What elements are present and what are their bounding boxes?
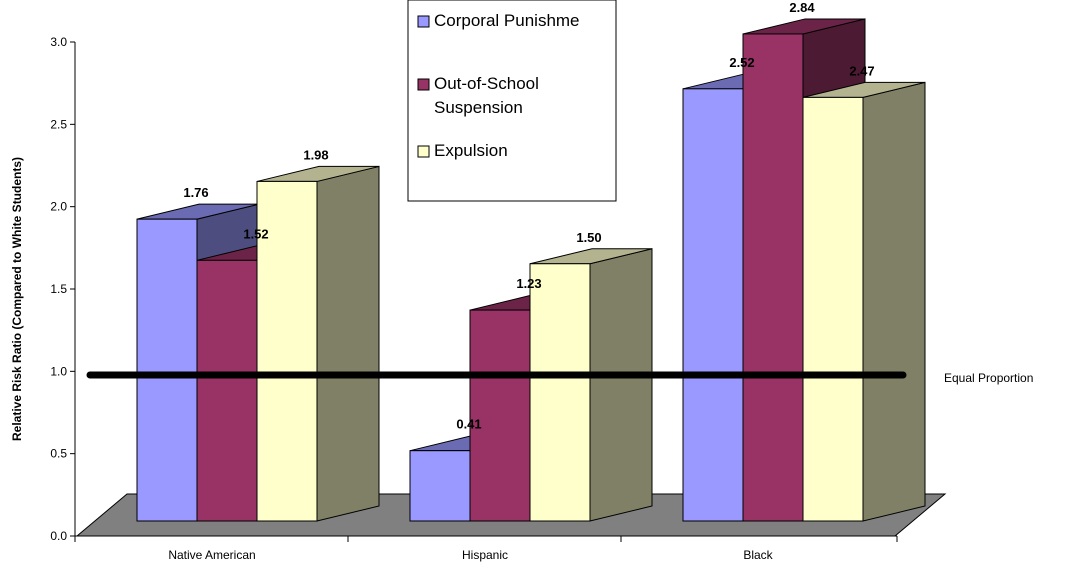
legend-box <box>407 0 617 202</box>
legend-entry: Corporal Punishme <box>417 11 580 30</box>
legend-label: Corporal Punishme <box>434 11 580 30</box>
bars <box>136 18 926 522</box>
bar-front-face <box>802 96 864 522</box>
reference-line-label: Equal Proportion <box>944 371 1033 385</box>
bar-side-face <box>316 165 380 522</box>
category-label: Native American <box>168 548 255 562</box>
value-label: 2.47 <box>849 63 874 78</box>
bar-front-face <box>196 259 258 522</box>
bar-front-face <box>136 218 198 522</box>
value-label: 1.98 <box>303 147 328 162</box>
bar-front-face <box>529 263 591 522</box>
legend-entry: Out-of-School Suspension <box>417 74 539 117</box>
bar-front-face <box>682 88 744 522</box>
value-label: 2.52 <box>729 55 754 70</box>
legend-label: Out-of-School <box>434 74 539 93</box>
y-tick-label: 2.0 <box>50 200 67 214</box>
bar-front-face <box>256 180 318 522</box>
bar-side-face <box>862 81 926 522</box>
legend-swatch <box>417 145 430 158</box>
value-label: 1.52 <box>243 226 268 241</box>
legend-label: Suspension <box>434 98 523 117</box>
legend: Corporal Punishme Out-of-School Suspension… <box>407 0 617 202</box>
y-tick-label: 0.0 <box>50 529 67 543</box>
reference-line-group: Equal Proportion <box>86 371 1033 385</box>
legend-label: Expulsion <box>434 141 508 160</box>
value-label: 1.23 <box>516 276 541 291</box>
category-label: Hispanic <box>462 548 508 562</box>
axes: 0.0 0.5 1.0 1.5 2.0 2.5 3.0 Relative Risk Ratio… <box>10 35 898 562</box>
y-axis-title: Relative Risk Ratio (Compared to White S… <box>10 157 24 441</box>
category-label: Black <box>743 548 773 562</box>
y-tick-label: 2.5 <box>50 117 67 131</box>
value-label: 1.50 <box>576 230 601 245</box>
y-tick-label: 1.5 <box>50 282 67 296</box>
value-label: 0.41 <box>456 417 481 432</box>
bar <box>256 165 380 522</box>
bar <box>802 81 926 522</box>
y-tick-label: 0.5 <box>50 447 67 461</box>
y-tick-label: 1.0 <box>50 364 67 378</box>
value-labels: 1.76 1.52 1.98 0.41 1.23 1.50 2.52 2.84 2.47 <box>183 0 874 432</box>
bar-front-face <box>409 450 471 522</box>
value-label: 2.84 <box>789 0 815 15</box>
bar-front-face <box>742 33 804 522</box>
bar <box>529 248 653 522</box>
legend-swatch <box>417 78 430 91</box>
bar-side-face <box>589 248 653 522</box>
value-label: 1.76 <box>183 185 208 200</box>
bar-front-face <box>469 309 531 522</box>
legend-swatch <box>417 15 430 28</box>
legend-entry: Expulsion <box>417 141 508 160</box>
y-tick-label: 3.0 <box>50 35 67 49</box>
